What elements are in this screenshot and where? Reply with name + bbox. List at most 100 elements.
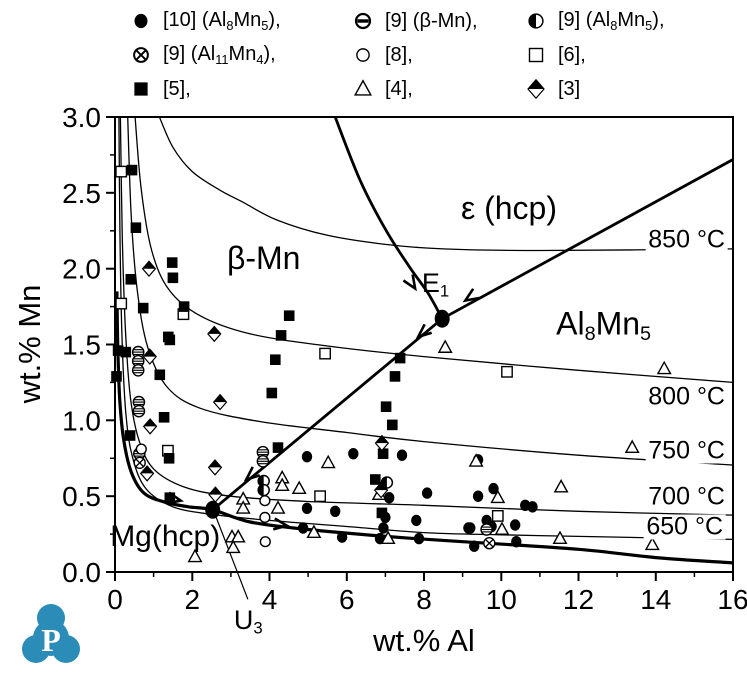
x-tick-label: 10 [486, 584, 517, 615]
scatter-point [411, 514, 422, 527]
y-tick-label: 0.5 [62, 481, 101, 512]
scatter-point [330, 505, 341, 517]
half-diamond-icon [527, 78, 545, 100]
scatter-point [142, 348, 157, 365]
scatter-point [314, 490, 326, 503]
scatter-point [301, 451, 313, 463]
isotherm-850c [158, 116, 734, 252]
epsilon-beta-boundary [333, 116, 444, 320]
scatter-point [275, 330, 287, 341]
x-tick-label: 8 [416, 584, 432, 615]
scatter-point [235, 500, 251, 514]
x-tick-label: 0 [107, 584, 123, 615]
scatter-point [553, 479, 569, 493]
direction-arrow [243, 466, 261, 482]
legend-item-ref8: [8], [347, 42, 413, 68]
x-tick-label: 6 [339, 584, 355, 615]
scatter-point [135, 443, 147, 455]
scatter-point [132, 404, 146, 418]
e1-u3-line [211, 317, 444, 511]
y-tick-label: 1.0 [62, 405, 101, 436]
scatter-point [154, 369, 166, 381]
legend-label: [4], [385, 78, 413, 100]
scatter-point [111, 371, 122, 382]
legend-label: [6], [558, 44, 586, 66]
legend: [10] (Al8Mn5), [9] (β-Mn), [9] (Al8Mn5), [9… [0, 0, 747, 110]
y-tick-label: 0.0 [62, 557, 101, 588]
scatter-point [511, 536, 522, 548]
legend-label: [8], [385, 44, 413, 66]
scatter-point [142, 418, 158, 435]
scatter-point [387, 419, 398, 431]
scatter-point [131, 363, 145, 377]
scatter-point [472, 490, 484, 502]
scatter-point [132, 395, 146, 409]
scatter-point [158, 412, 170, 423]
logo-p-icon [22, 604, 80, 663]
legend-item-ref9-al8mn5: [9] (Al8Mn5), [520, 8, 665, 34]
scatter-point [141, 260, 157, 278]
scatter-point [112, 345, 124, 356]
scatter-point [164, 492, 176, 503]
scatter-point [468, 453, 484, 467]
scatter-point [163, 453, 175, 464]
direction-arrow [272, 517, 291, 531]
legend-label: [9] (Al11Mn4), [163, 42, 276, 67]
scatter-point [463, 522, 474, 534]
scatter-point [131, 345, 145, 359]
scatter-point [137, 302, 149, 314]
scatter-point [437, 339, 453, 353]
x-tick-label: 12 [563, 584, 594, 615]
scatter-point [259, 495, 271, 507]
scatter-point [380, 401, 392, 412]
crossed-circle-icon [133, 47, 149, 63]
scatter-point [259, 536, 271, 548]
open-square-icon [528, 47, 544, 63]
scatter-point [133, 456, 146, 469]
scatter-point [624, 439, 640, 454]
scatter-point [520, 499, 531, 511]
legend-label: [9] (Al8Mn5), [558, 8, 665, 33]
scatter-point [656, 360, 672, 375]
scatter-point [164, 334, 176, 346]
x-tick-label: 14 [640, 584, 671, 615]
filled-circle-icon [134, 13, 148, 29]
scatter-point [130, 222, 142, 233]
scatter-point [115, 165, 128, 178]
open-circle-icon [356, 48, 370, 62]
scatter-point [212, 393, 228, 411]
scatter-point [270, 354, 281, 365]
scatter-point [644, 536, 660, 551]
scatter-point [480, 523, 493, 536]
scatter-point [187, 548, 203, 563]
scatter-point [272, 442, 284, 453]
direction-arrow [402, 274, 417, 292]
scatter-point [384, 492, 395, 504]
e1-point [434, 309, 450, 328]
u3-leader-line [215, 517, 249, 600]
u3-point [205, 500, 221, 519]
scatter-point [274, 477, 290, 492]
scatter-point [389, 371, 401, 382]
x-tick-label: 4 [262, 584, 278, 615]
open-triangle-icon [353, 79, 373, 96]
scatter-point [270, 500, 286, 514]
legend-item-ref4: [4], [347, 76, 413, 102]
scatter-point [230, 529, 246, 543]
scatter-point [259, 511, 271, 524]
scatter-point [166, 257, 178, 268]
scatter-point [301, 502, 313, 514]
scatter-point [378, 522, 389, 534]
legend-label: [9] (β-Mn), [385, 10, 478, 32]
scatter-point [510, 519, 521, 531]
scatter-point [348, 448, 359, 460]
scatter-point [124, 430, 136, 441]
scatter-point [483, 537, 496, 550]
dash-circle-icon [354, 12, 372, 30]
scatter-point [488, 482, 499, 495]
legend-label: [5], [163, 78, 191, 100]
scatter-point [491, 510, 504, 522]
scatter-point [373, 481, 389, 499]
